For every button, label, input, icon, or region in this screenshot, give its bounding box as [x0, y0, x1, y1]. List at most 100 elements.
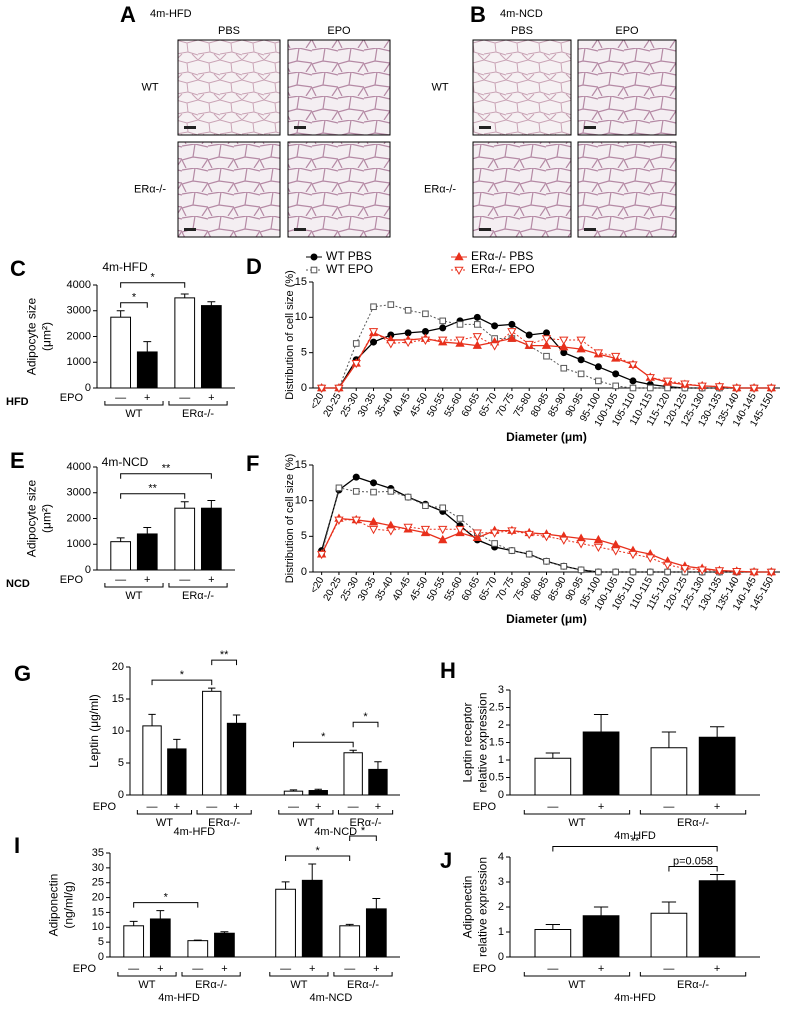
scale-bar — [294, 126, 306, 129]
bar — [365, 908, 387, 958]
scale-bar — [584, 228, 596, 231]
y-tick-label: 1000 — [67, 356, 91, 368]
bar — [698, 880, 736, 958]
bar — [110, 541, 132, 571]
marker — [664, 568, 671, 576]
marker — [524, 530, 534, 540]
error-bar — [207, 301, 216, 306]
marker — [386, 340, 396, 349]
panel-letter: I — [14, 833, 20, 858]
marker — [541, 533, 552, 542]
marker — [559, 336, 569, 345]
marker — [560, 562, 568, 570]
marker — [439, 504, 447, 512]
bar — [275, 888, 296, 958]
x-tick-label: — — [179, 392, 190, 404]
marker — [524, 340, 534, 350]
error-bar — [710, 726, 725, 738]
column-label: EPO — [615, 25, 639, 37]
y-tick-label: 10 — [295, 495, 307, 507]
significance-bracket — [120, 282, 186, 288]
column-label: EPO — [327, 25, 351, 37]
error-bar — [193, 939, 202, 941]
marker — [370, 488, 377, 496]
row-label: WT — [141, 81, 158, 93]
bar — [534, 929, 572, 958]
y-tick-label: 0 — [498, 951, 504, 963]
x-tick-label: — — [663, 801, 674, 813]
y-tick-label: 20 — [92, 891, 104, 903]
marker — [473, 313, 481, 321]
group-label: ERα-/- — [182, 590, 214, 602]
marker — [577, 356, 585, 364]
group-bracket — [168, 401, 228, 406]
error-bar — [314, 788, 322, 791]
significance-bracket — [120, 493, 186, 499]
bar — [202, 690, 222, 796]
group-bracket — [117, 972, 177, 977]
x-tick-label: + — [714, 801, 720, 813]
group-bracket — [639, 810, 747, 815]
significance-label: ** — [220, 649, 229, 661]
marker — [422, 502, 429, 509]
y-tick-label: 4000 — [67, 279, 91, 291]
marker — [368, 328, 379, 337]
y-tick-label: 10 — [112, 725, 124, 737]
x-tick-label: — — [206, 801, 217, 813]
factor-label: EPO — [73, 963, 97, 975]
histology-image — [177, 141, 281, 238]
error-bar — [208, 687, 216, 692]
panel-title: 4m-NCD — [500, 8, 543, 20]
marker — [387, 301, 395, 308]
marker — [310, 253, 318, 261]
marker — [541, 340, 552, 349]
marker — [370, 479, 378, 487]
marker — [438, 525, 448, 535]
y-tick-label: 15 — [112, 693, 124, 705]
significance-bracket — [151, 679, 213, 686]
y-tick-label: 2 — [498, 719, 504, 731]
group-bracket — [196, 810, 252, 815]
marker — [351, 359, 361, 369]
x-tick-label: — — [128, 963, 139, 975]
y-tick-label: 0 — [498, 789, 504, 801]
significance-bracket — [285, 855, 351, 861]
row-label: HFD — [6, 396, 29, 408]
error-bar — [180, 293, 189, 298]
y-tick-label: 3 — [498, 876, 504, 888]
marker — [403, 338, 413, 348]
x-tick-label: + — [208, 574, 214, 586]
group-label: ERα-/- — [350, 817, 382, 829]
marker — [508, 547, 516, 554]
y-tick-label: 5 — [118, 757, 124, 769]
marker — [352, 340, 360, 347]
marker — [749, 384, 759, 394]
marker — [732, 567, 742, 577]
significance-label: * — [361, 825, 366, 837]
marker — [456, 515, 464, 522]
y-tick-label: 0 — [85, 382, 91, 394]
column-label: PBS — [218, 25, 240, 37]
chart-title: 4m-NCD — [102, 455, 149, 469]
group-bracket — [136, 810, 193, 815]
x-tick-label: — — [115, 392, 126, 404]
marker — [491, 540, 498, 547]
y-tick-label: 10 — [92, 921, 104, 933]
error-bar — [372, 897, 381, 909]
histology-image — [177, 39, 281, 136]
y-tick-label: 0 — [85, 564, 91, 576]
marker — [316, 550, 327, 560]
histology-image — [287, 141, 391, 238]
y-axis-label: Leptin receptor — [461, 702, 475, 782]
error-bar — [143, 527, 152, 534]
group-bracket — [333, 972, 393, 977]
cluster-label: 4m-NCD — [310, 992, 353, 1004]
y-tick-label: 0 — [118, 789, 124, 801]
significance-label: p=0.058 — [673, 855, 713, 867]
significance-label: * — [321, 731, 326, 743]
marker — [386, 527, 396, 536]
bar — [308, 790, 328, 796]
bar — [368, 768, 388, 796]
error-bar — [661, 901, 677, 914]
marker — [368, 517, 379, 526]
